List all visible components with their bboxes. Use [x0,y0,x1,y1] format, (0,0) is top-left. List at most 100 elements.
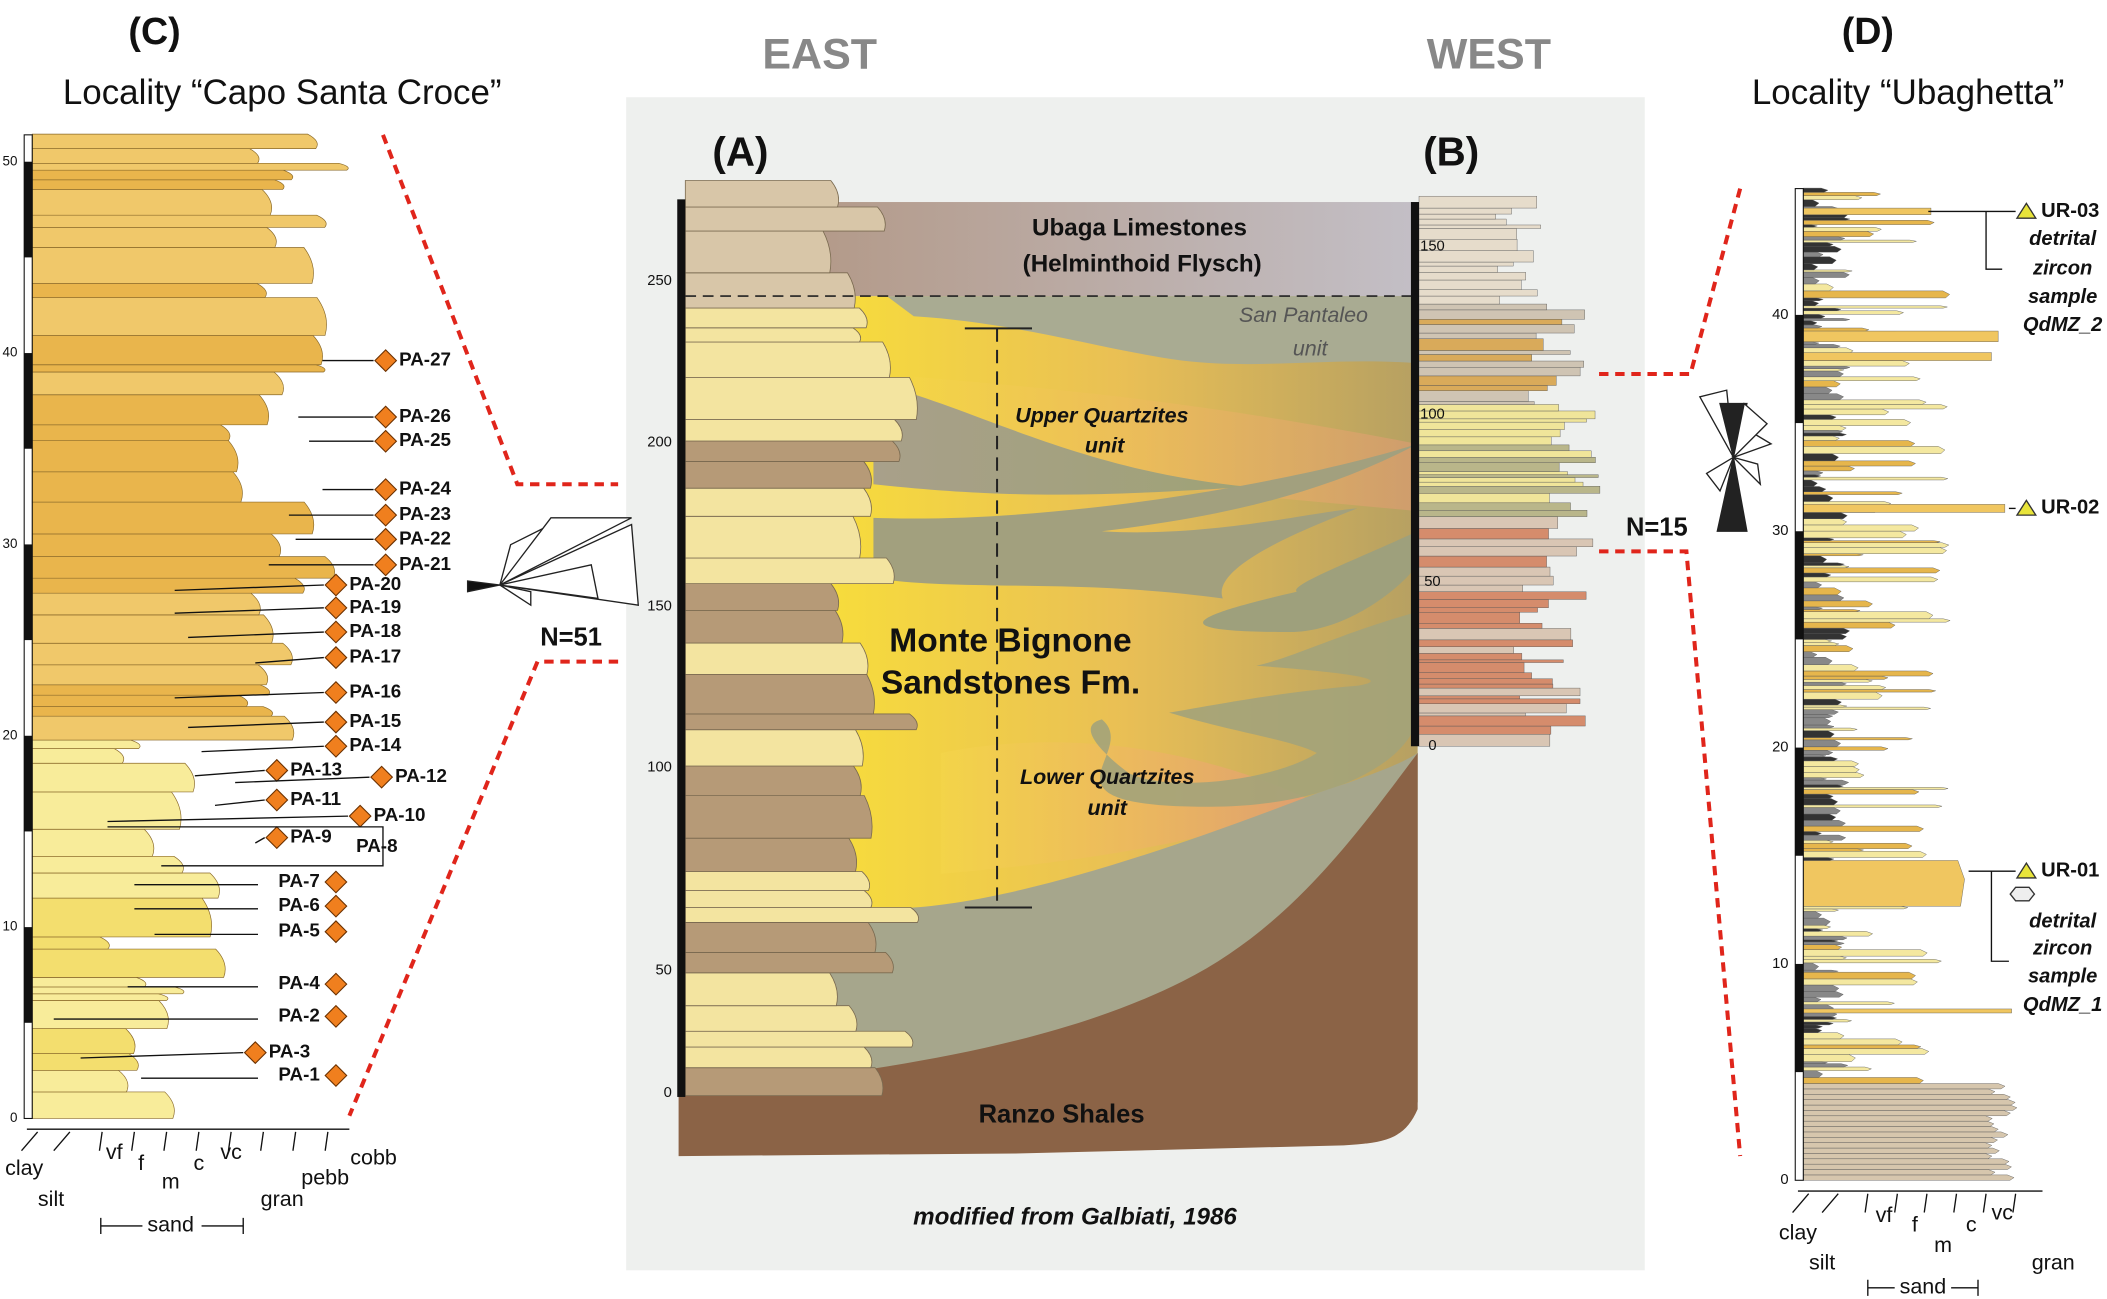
section-b-bed [1419,493,1549,502]
section-a-bed [685,1047,872,1068]
section-c-bed [32,707,272,717]
section-d-bed [1803,426,1846,431]
section-a-bar [677,199,685,1097]
section-d-bed [1803,381,1840,387]
grain-tick [99,1132,102,1151]
section-d-bed [1803,246,1841,252]
section-d-bed [1803,264,1817,270]
section-d-bed [1803,387,1832,394]
section-b-bed [1419,653,1522,659]
section-b-bed [1419,325,1574,334]
note-text: detrital [2029,228,2097,250]
section-a-bed [685,908,918,923]
section-b-bed [1419,696,1520,699]
section-d-bed [1803,692,1882,699]
grain-tick [1822,1194,1838,1213]
d-tick-label: 30 [1772,523,1788,539]
sample-diamond [325,1065,347,1087]
section-b-bed [1419,208,1512,214]
section-c-bed [32,615,273,643]
sample-label: UR-03 [2041,200,2099,222]
grain-label: silt [38,1187,64,1211]
section-d-bed [1803,480,1817,487]
section-d-bed [1803,740,1840,747]
section-b-bed [1419,319,1562,324]
section-d-bed [1803,568,1939,573]
section-d-bed [1803,525,1918,531]
section-d-bed [1803,945,1841,950]
c-tick-label: 50 [3,153,18,168]
sample-diamond [349,805,371,827]
section-c-bar [24,736,32,832]
section-d-bed [1803,325,1822,328]
section-d-bed [1803,371,1843,377]
section-b-bed [1419,503,1571,510]
section-d-bed [1803,366,1850,369]
section-a-bed [685,308,867,328]
note-text: sample [2028,286,2097,308]
section-d-bed [1803,1054,1855,1061]
section-d-bed [1803,785,1843,788]
unit-label: (Helminthoid Flysch) [1023,251,1262,278]
sample-diamond [371,766,393,788]
section-d-bed [1803,192,1880,195]
section-b-bed [1419,612,1520,623]
note-text: QdMZ_1 [2023,994,2102,1016]
grain-label: gran [261,1187,304,1211]
section-d-bed [1803,433,1846,436]
section-b-bed [1419,528,1549,538]
section-d-bed [1803,487,1826,492]
section-b-bed [1419,463,1559,472]
section-d-bed [1803,582,1821,588]
section-d-bed [1803,646,1853,652]
section-d-bed [1803,725,1834,728]
sample-label: PA-19 [349,596,401,617]
sample-diamond [325,921,347,943]
section-d-bed [1803,634,1846,640]
section-c-bed [32,335,322,364]
section-b-bed [1419,716,1585,726]
sample-label: UR-02 [2041,497,2099,519]
section-d-bed [1803,909,1838,911]
section-c-bed [32,248,313,284]
note-text: sample [2028,966,2097,988]
section-b-bed [1419,385,1547,390]
grain-label: pebb [301,1166,349,1190]
section-d-bed [1803,925,1830,928]
sample-label: PA-8 [356,835,397,856]
section-d-bed [1803,252,1823,257]
section-c-bed [32,829,154,856]
unit-label: Ubaga Limestones [1032,214,1247,241]
sample-leader [215,800,265,805]
section-d-bed [1803,318,1849,320]
note-text: zircon [2032,258,2092,280]
section-d-bed [1803,609,1860,611]
unit-label: unit [1088,796,1128,820]
section-d-bed [1803,607,1822,610]
sample-diamond [375,504,397,526]
credit: modified from Galbiati, 1986 [913,1203,1237,1230]
section-b-bed [1419,556,1547,567]
unit-label: Sandstones Fm. [881,664,1140,701]
section-d-bed [1803,554,1863,556]
grain-tick [293,1132,296,1151]
a-tick-label: 0 [664,1085,672,1101]
section-c-bed [32,134,317,148]
section-b-bed [1419,280,1521,290]
sample-diamond [325,973,347,995]
grain-label: vf [106,1140,123,1164]
west-label: WEST [1427,30,1551,78]
c-tick-label: 40 [3,345,18,360]
section-d-bed [1803,588,1841,595]
section-d-bed [1803,699,1841,705]
sample-label: PA-9 [290,826,331,847]
sample-label: PA-3 [269,1041,310,1062]
section-d-bed [1803,851,1926,857]
sample-diamond [266,760,288,782]
section-b-bed [1419,704,1566,713]
grain-label: f [138,1151,144,1175]
section-d-bed [1803,231,1873,236]
sample-label: PA-10 [374,804,426,825]
section-c-bed [32,873,219,898]
section-d-bed [1803,541,1940,543]
